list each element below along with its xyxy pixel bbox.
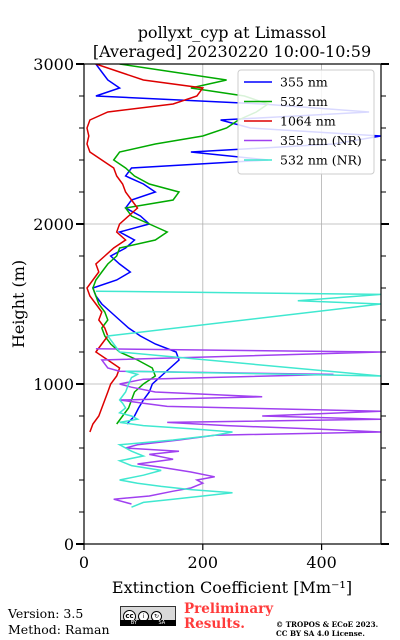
y-tick-label: 0 <box>64 535 74 554</box>
copyright-line2: CC BY SA 4.0 License. <box>276 629 365 638</box>
plot-frame <box>83 63 382 545</box>
method-text: Method: Raman <box>8 622 110 637</box>
legend-label-0: 355 nm <box>280 75 328 90</box>
footer-info: Version: 3.5 Method: Raman <box>8 606 110 638</box>
legend-label-2: 1064 nm <box>280 114 336 129</box>
x-tick-label: 200 <box>188 553 219 572</box>
version-text: Version: 3.5 <box>8 606 84 621</box>
axes: 0 1000 2000 3000 0 200 400 <box>33 55 389 572</box>
chart-title-line1: pollyxt_cyp at Limassol <box>138 23 327 42</box>
copyright-notice: © TROPOS & ECoE 2023. CC BY SA 4.0 Licen… <box>276 620 378 638</box>
series-lines <box>86 64 381 508</box>
chart-title-line2: [Averaged] 20230220 10:00-10:59 <box>93 42 371 61</box>
y-tick-label: 3000 <box>33 55 74 74</box>
preliminary-line2: Results. <box>184 616 245 632</box>
series-line-2 <box>86 64 205 433</box>
extinction-chart: pollyxt_cyp at Limassol [Averaged] 20230… <box>9 23 389 597</box>
copyright-line1: © TROPOS & ECoE 2023. <box>276 620 379 629</box>
series-line-3 <box>95 348 381 505</box>
y-tick-label: 2000 <box>33 215 74 234</box>
cc-license-bar: BY SA <box>120 620 176 626</box>
by-label: BY <box>130 620 137 626</box>
x-axis-label: Extinction Coefficient [Mm⁻¹] <box>112 578 352 597</box>
series-line-4 <box>95 290 381 508</box>
preliminary-line1: Preliminary <box>184 601 274 617</box>
cc-icon: cc <box>123 609 136 623</box>
legend: 355 nm 532 nm 1064 nm 355 nm (NR) 532 nm (NR… <box>237 69 375 175</box>
legend-label-4: 532 nm (NR) <box>280 153 362 168</box>
x-tick-label: 0 <box>79 553 89 572</box>
y-tick-label: 1000 <box>33 375 74 394</box>
legend-label-3: 355 nm (NR) <box>280 133 362 148</box>
sa-label: SA <box>158 620 166 626</box>
x-tick-label: 400 <box>306 553 337 572</box>
preliminary-notice: Preliminary Results. <box>184 602 273 632</box>
y-axis-label: Height (m) <box>9 260 28 348</box>
series-line-1 <box>92 64 270 425</box>
legend-label-1: 532 nm <box>280 94 328 109</box>
series-line-0 <box>91 64 381 425</box>
